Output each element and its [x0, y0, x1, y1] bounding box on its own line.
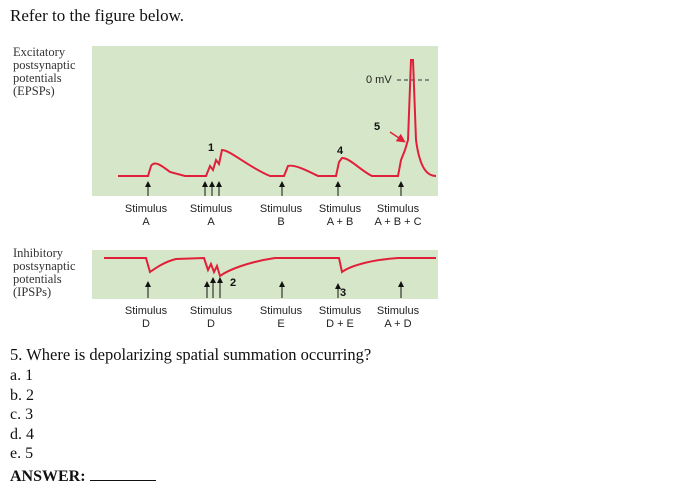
ipsp-stimulus-label: Stimulus A + D: [376, 305, 420, 330]
option-d: d. 4: [10, 425, 34, 443]
ipsp-stimulus-label: Stimulus D: [189, 305, 233, 330]
ipsp-graph-panel: [92, 250, 438, 299]
answer-blank[interactable]: [89, 466, 156, 481]
marker-3: 3: [340, 287, 346, 299]
option-e: e. 5: [10, 445, 34, 462]
marker-2: 2: [230, 277, 236, 289]
epsp-stimulus-label: Stimulus A + B: [318, 203, 362, 228]
epsp-label-line: postsynaptic: [13, 58, 76, 72]
option-b: b. 2: [10, 386, 34, 404]
ipsp-stimulus-arrows: [145, 277, 404, 298]
epsp-label: Excitatory postsynaptic potentials (EPSP…: [13, 46, 97, 98]
zero-mv-label: 0 mV: [366, 74, 392, 86]
epsp-label-line: Excitatory: [13, 45, 66, 59]
answer-line: ANSWER:: [10, 466, 156, 486]
ipsp-label-line: (IPSPs): [13, 285, 52, 299]
ipsp-label-line: Inhibitory: [13, 246, 63, 260]
epsp-stimulus-label: Stimulus A + B + C: [374, 203, 422, 228]
ipsp-label-line: postsynaptic: [13, 259, 76, 273]
answer-options: a. 1 b. 2 c. 3 d. 4 e. 5: [10, 366, 34, 464]
marker-5: 5: [374, 121, 380, 133]
epsp-stimulus-arrows: [145, 181, 404, 196]
epsp-label-line: (EPSPs): [13, 84, 55, 98]
epsp-stimulus-label: Stimulus B: [259, 203, 303, 228]
marker-5-arrow: [389, 131, 406, 143]
ipsp-stimulus-label: Stimulus D + E: [318, 305, 362, 330]
marker-4: 4: [337, 145, 344, 157]
epsp-label-line: potentials: [13, 71, 62, 85]
ipsp-stimulus-label: Stimulus D: [124, 305, 168, 330]
ipsp-trace: [104, 256, 436, 278]
ipsp-label-line: potentials: [13, 272, 62, 286]
marker-1: 1: [208, 142, 214, 154]
epsp-stimulus-label: Stimulus A: [189, 203, 233, 228]
option-a: a. 1: [10, 367, 34, 384]
ipsp-stimulus-label: Stimulus E: [259, 305, 303, 330]
answer-label: ANSWER:: [10, 468, 86, 485]
epsp-stimulus-label: Stimulus A: [124, 203, 168, 228]
ipsp-label: Inhibitory postsynaptic potentials (IPSP…: [13, 247, 97, 299]
option-c: c. 3: [10, 406, 34, 423]
question-text: 5. Where is depolarizing spatial summati…: [10, 345, 372, 364]
epsp-trace: [118, 59, 437, 177]
intro-text: Refer to the figure below.: [10, 6, 185, 25]
